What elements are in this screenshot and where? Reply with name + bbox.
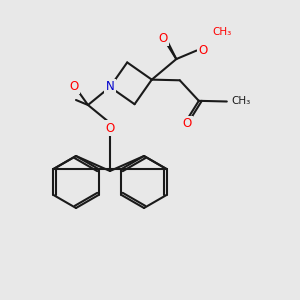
Text: CH₃: CH₃ (213, 27, 232, 37)
Text: O: O (69, 80, 79, 92)
Text: N: N (106, 80, 114, 94)
Text: O: O (159, 32, 168, 45)
Text: CH₃: CH₃ (231, 97, 250, 106)
Text: O: O (182, 117, 191, 130)
Text: O: O (105, 122, 115, 134)
Text: O: O (198, 44, 207, 57)
